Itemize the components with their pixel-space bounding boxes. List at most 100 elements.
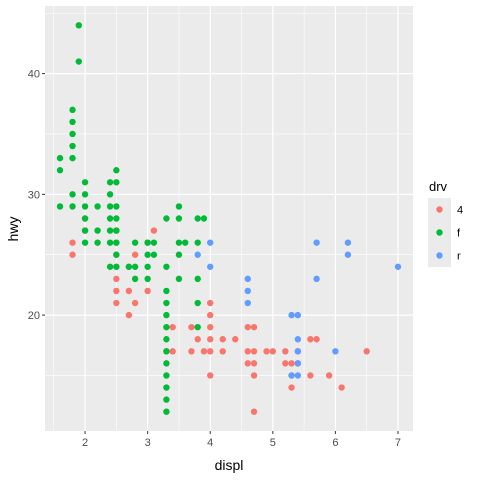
point-f [144,239,151,246]
point-4 [113,287,120,295]
point-4 [131,251,139,258]
point-4 [125,311,133,319]
point-f [113,167,120,174]
legend-label-f: f [457,228,461,240]
point-f [194,299,201,307]
grid-minor [45,6,413,431]
point-f [56,154,64,162]
point-4 [250,348,258,355]
point-4 [113,275,120,283]
point-f [94,227,101,234]
point-f [81,191,89,198]
point-4 [207,372,214,379]
legend-marker-4 [436,206,443,213]
point-f [113,239,120,246]
point-4 [200,348,208,355]
point-f [194,239,201,246]
point-4 [219,336,226,343]
point-4 [313,336,320,343]
point-f [113,203,120,210]
point-4 [188,348,195,355]
point-4 [244,360,251,367]
point-f [163,360,170,367]
point-4 [219,348,226,355]
point-f [75,22,82,29]
point-r [294,372,302,379]
point-4 [194,336,201,343]
point-f [163,323,170,331]
x-axis-title: displ [215,457,244,473]
point-4 [207,336,214,343]
data-points [56,22,402,415]
point-r [294,360,302,367]
point-4 [363,348,370,355]
point-f [106,215,114,222]
legend-marker-f [436,229,443,236]
point-f [175,203,183,210]
point-f [56,203,64,210]
point-r [294,336,302,343]
point-f [106,227,114,234]
point-4 [207,348,214,355]
point-4 [244,323,251,331]
point-4 [263,348,270,355]
point-f [144,263,151,270]
legend-title: drv [429,179,448,194]
point-f [69,106,76,114]
point-f [56,167,64,174]
point-f [175,251,183,258]
point-4 [338,384,345,391]
legend-items: 4 fr [428,198,463,267]
point-4 [207,299,214,307]
point-f [106,263,114,270]
point-f [106,203,114,210]
x-axis: 2 3 4 5 6 7 [82,431,401,449]
y-axis-title: hwy [5,217,21,242]
point-f [69,130,76,138]
point-f [163,263,170,270]
point-4 [144,287,151,295]
point-4 [207,311,214,319]
point-4 [250,323,258,331]
point-f [81,239,89,246]
point-r [294,348,302,355]
point-4 [131,299,139,307]
x-tick-label: 7 [395,437,401,449]
point-4 [269,348,277,355]
x-tick-label: 3 [145,437,151,449]
legend-label-r: r [457,251,461,263]
grid-major [45,6,413,431]
point-4 [250,372,258,379]
point-f [94,203,101,210]
y-tick-label: 40 [28,69,40,81]
point-f [163,287,170,295]
point-r [394,263,402,270]
point-f [69,203,76,210]
x-tick-label: 5 [270,437,276,449]
legend: drv 4 fr [428,179,463,267]
point-4 [125,287,133,295]
point-f [194,215,201,222]
point-4 [307,336,314,343]
point-f [131,275,139,283]
point-4 [325,372,333,379]
y-tick-label: 30 [28,189,40,201]
point-4 [288,384,295,391]
point-f [144,251,151,258]
point-4 [288,360,295,367]
point-r [244,287,251,295]
point-r [332,348,339,355]
point-f [163,396,170,403]
point-f [150,251,158,258]
point-4 [188,323,195,331]
point-r [288,311,295,319]
legend-label-4: 4 [457,205,463,217]
point-f [113,215,120,222]
point-f [94,239,101,246]
point-f [163,311,170,319]
legend-marker-r [436,252,443,259]
point-4 [282,348,289,355]
point-4 [113,299,120,307]
